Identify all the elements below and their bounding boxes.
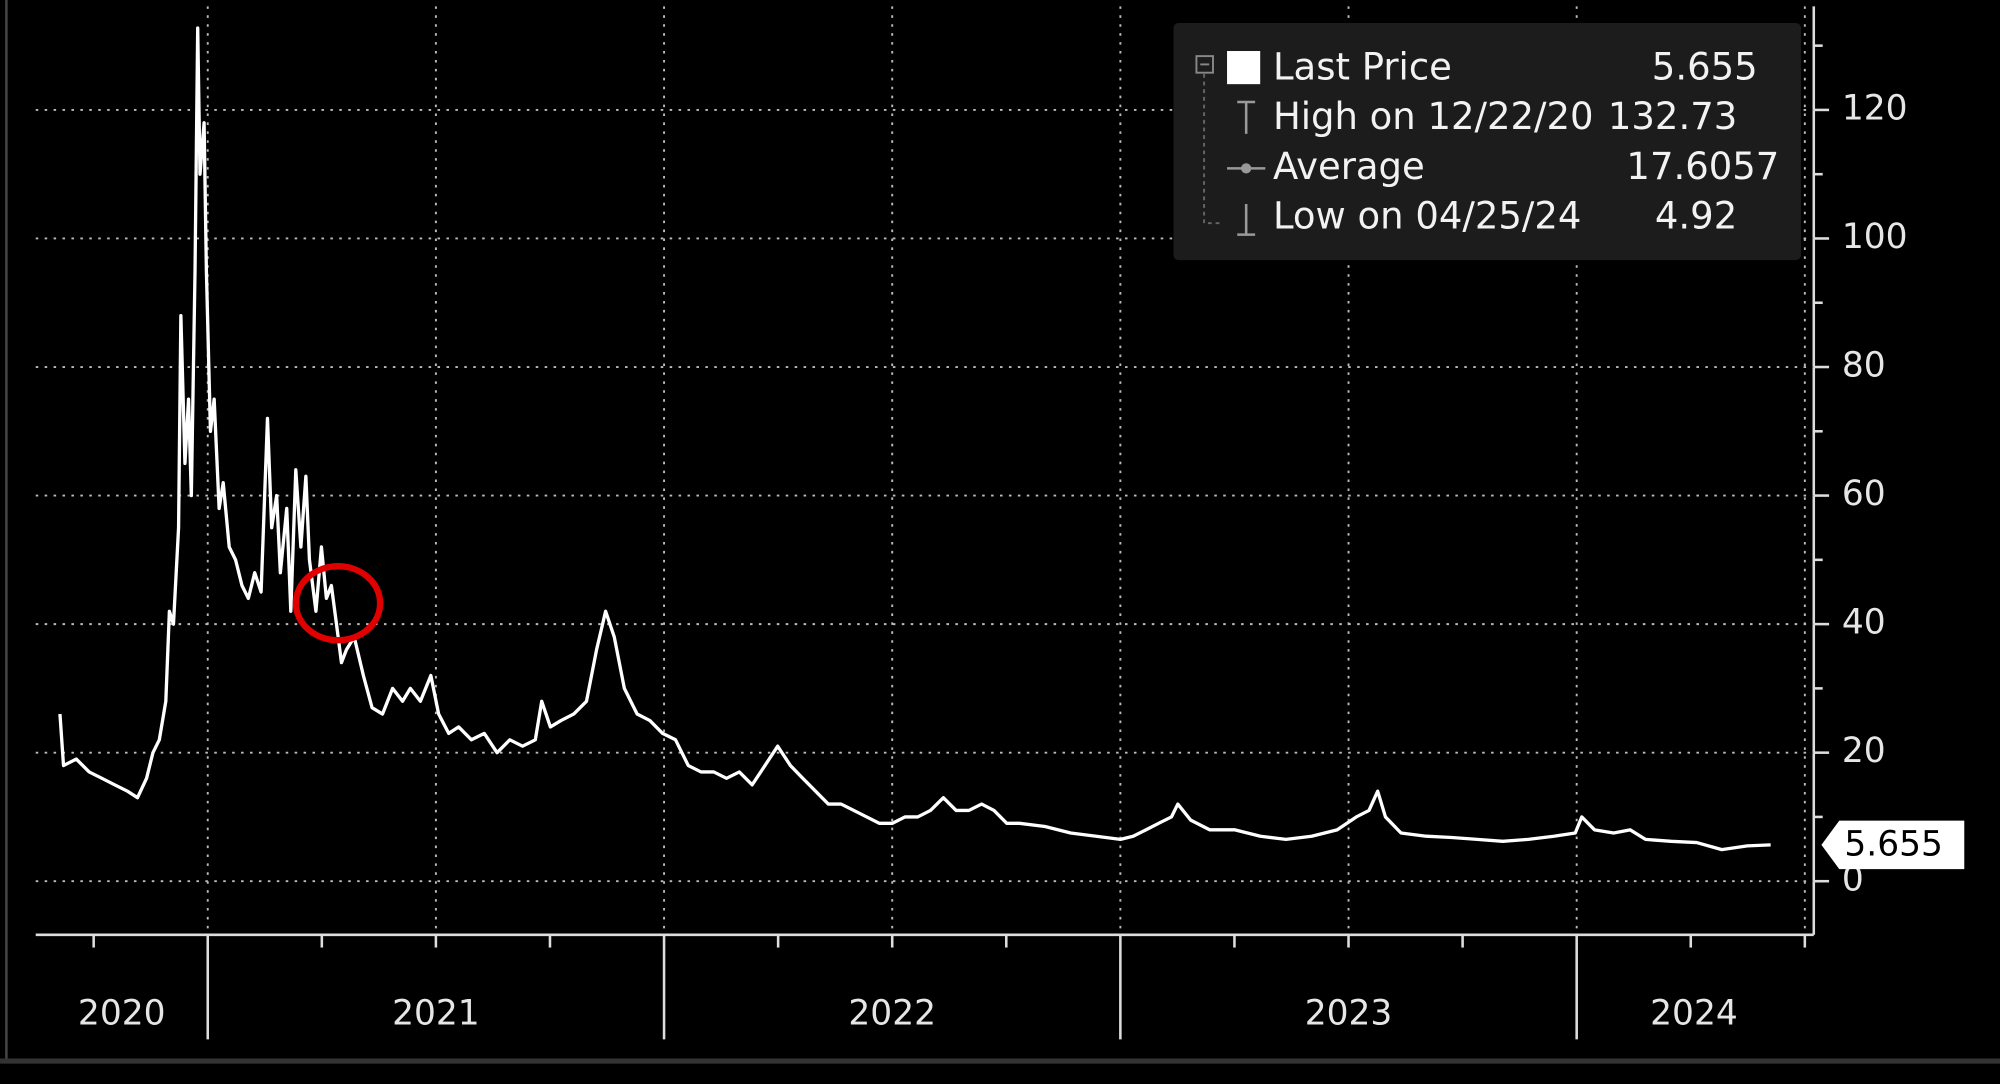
y-tick-label: 40 bbox=[1842, 603, 1886, 643]
legend-label: Low on 04/25/24 bbox=[1273, 195, 1581, 238]
x-period-label: 2020 bbox=[78, 994, 166, 1034]
legend-swatch bbox=[1227, 51, 1261, 85]
legend-collapse bbox=[1195, 55, 1214, 74]
x-period-label: 2022 bbox=[848, 994, 936, 1034]
legend-label: High on 12/22/20 bbox=[1273, 95, 1594, 138]
legend-tree bbox=[1203, 73, 1222, 225]
legend-value: 4.92 bbox=[1655, 195, 1737, 238]
legend-value: 17.6057 bbox=[1626, 145, 1779, 188]
highlight-circle bbox=[292, 563, 384, 644]
last-price-tag bbox=[1821, 820, 1965, 870]
y-tick-label: 80 bbox=[1842, 346, 1886, 386]
y-tick-label: 0 bbox=[1842, 860, 1864, 900]
last-price-label: 5.655 bbox=[1844, 825, 1943, 865]
x-period-label: 2023 bbox=[1305, 994, 1393, 1034]
price-line bbox=[58, 26, 1771, 852]
y-tick-label: 20 bbox=[1842, 731, 1886, 771]
legend-icon-low bbox=[1237, 204, 1256, 236]
legend-icon-avg bbox=[1241, 163, 1252, 174]
y-tick-label: 60 bbox=[1842, 474, 1886, 514]
x-period-label: 2021 bbox=[392, 994, 480, 1034]
legend-icon-high bbox=[1237, 100, 1256, 134]
legend-value: 5.655 bbox=[1652, 45, 1758, 88]
legend: Last Price 5.655 High on 12/22/20 132.73… bbox=[1173, 22, 1802, 261]
legend-label: Last Price bbox=[1273, 45, 1452, 88]
x-period-label: 2024 bbox=[1650, 994, 1738, 1034]
legend-box bbox=[1173, 22, 1802, 261]
legend-value: 132.73 bbox=[1608, 95, 1737, 138]
legend-label: Average bbox=[1273, 145, 1425, 188]
y-tick-label: 120 bbox=[1842, 88, 1908, 128]
y-tick-label: 100 bbox=[1842, 217, 1908, 257]
